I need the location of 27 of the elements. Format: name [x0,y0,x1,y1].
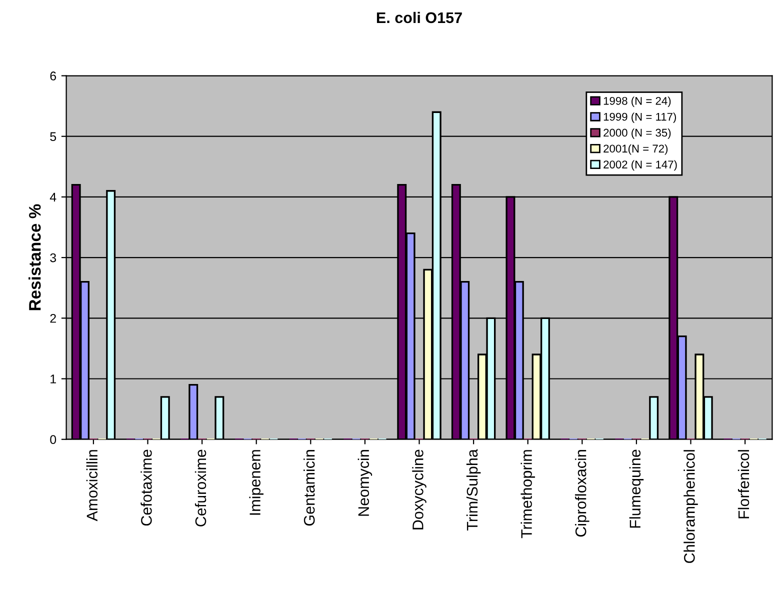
y-tick-label: 6 [50,72,56,80]
legend-label: 2000 (N = 35) [604,128,671,139]
x-tick-label: Neomycin [358,450,372,516]
x-tick-label: Florfenicol [738,450,750,518]
x-tick-label: Ciprofloxacin [575,450,590,537]
x-tick-label: Flumequine [629,450,644,528]
x-tick-label: Doxycycline [412,450,426,530]
x-tick-label: Amoxicillin [86,450,98,522]
x-tick-label: Trim/Sulpha [466,449,481,531]
legend-label: 2001(N = 72) [604,144,668,155]
y-tick-label: 1 [50,374,56,384]
x-tick-label: Imipenem [249,450,264,515]
chart-title: E. coli O157 [376,12,462,24]
x-tick-label: Gentamicin [304,450,315,526]
y-tick-label: 4 [50,192,56,202]
legend-label: 1999 (N = 117) [604,112,676,123]
legend-label: 2002 (N = 147) [604,160,677,171]
x-tick-label: Cefuroxime [194,450,206,526]
x-tick-label: Chloramphenicol [684,450,698,563]
y-tick-label: 0 [50,435,56,444]
x-tick-label: Cefotaxime [140,450,152,526]
legend-label: 1998 (N = 24) [604,96,671,108]
y-tick-label: 3 [50,253,56,262]
y-tick-label: 2 [50,314,56,323]
y-tick-label: 5 [50,132,56,141]
y-axis-title: Resistance % [28,204,41,310]
x-tick-label: Trimethoprim [520,450,535,538]
